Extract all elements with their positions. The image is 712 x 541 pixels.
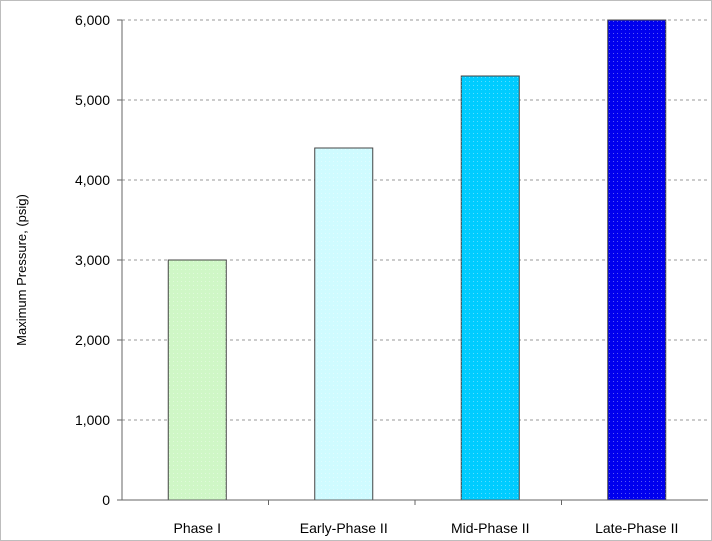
x-tick-label: Phase I xyxy=(174,520,221,536)
bar-texture xyxy=(607,20,666,500)
y-tick-label: 0 xyxy=(102,492,110,508)
y-tick-label: 4,000 xyxy=(75,172,110,188)
y-axis-title: Maximum Pressure, (psig) xyxy=(14,194,29,346)
y-tick-label: 3,000 xyxy=(75,252,110,268)
bar-texture xyxy=(314,148,373,500)
x-tick-label: Late-Phase II xyxy=(595,520,678,536)
bar-texture xyxy=(168,260,227,500)
x-tick-label: Early-Phase II xyxy=(300,520,388,536)
bars xyxy=(167,19,667,501)
x-tick-label: Mid-Phase II xyxy=(451,520,530,536)
y-tick-label: 5,000 xyxy=(75,92,110,108)
x-tick-labels: Phase I Early-Phase II Mid-Phase II Late-Ph… xyxy=(174,500,678,536)
y-tick-labels: 0 1,000 2,000 3,000 4,000 5,000 6,000 xyxy=(75,12,122,508)
y-tick-label: 1,000 xyxy=(75,412,110,428)
y-tick-label: 6,000 xyxy=(75,12,110,28)
y-tick-label: 2,000 xyxy=(75,332,110,348)
bar-texture xyxy=(461,76,520,500)
